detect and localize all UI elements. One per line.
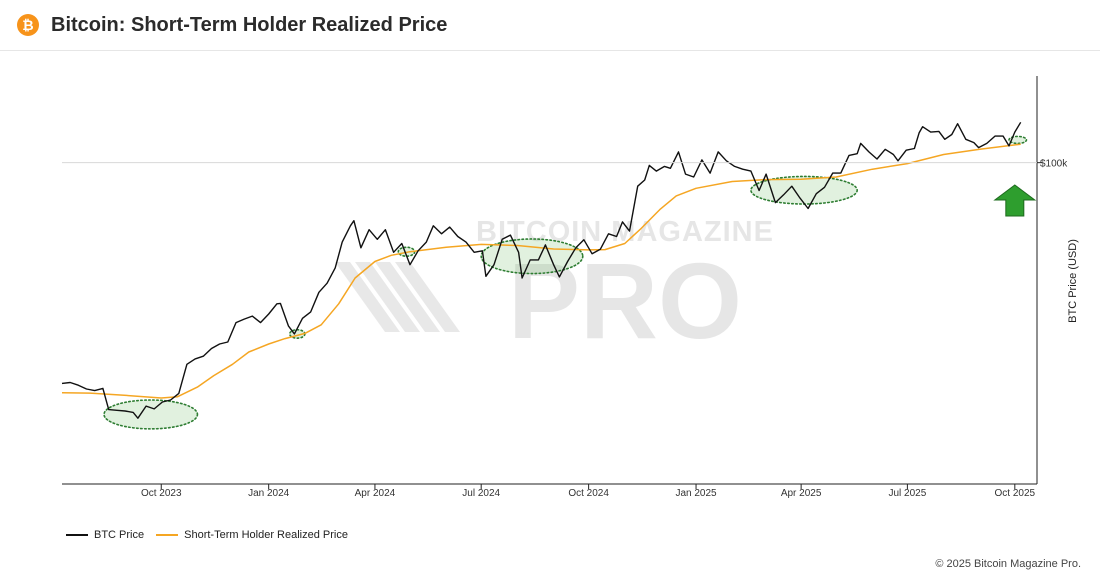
oct-2025-support-zone (1008, 135, 1028, 145)
x-axis: Oct 2023 Jan 2024 Apr 2024 Jul 2024 Oct 2024… (141, 484, 1036, 499)
x-tick-label-2: Apr 2024 (355, 488, 396, 499)
chart-header: ₿ Bitcoin: Short-Term Holder Realized Pr… (0, 0, 1100, 51)
aug-2024-support-zone (480, 238, 584, 275)
series-layer (61, 121, 1022, 419)
copyright-notice: © 2025 Bitcoin Magazine Pro. (935, 558, 1081, 570)
x-tick-label-1: Jan 2024 (248, 488, 290, 499)
x-tick-label-0: Oct 2023 (141, 488, 182, 499)
x-tick-label-4: Oct 2024 (568, 488, 609, 499)
legend: BTC Price Short-Term Holder Realized Pri… (66, 529, 360, 541)
x-tick-label-6: Apr 2025 (781, 488, 822, 499)
watermark: BITCOIN MAGAZINE PRO (335, 216, 774, 361)
legend-item-btc-price[interactable]: BTC Price (66, 529, 144, 541)
watermark-stripes-logo (335, 262, 460, 332)
y-axis: $100k (62, 159, 1068, 170)
btc-price-line (61, 121, 1022, 419)
chart-title: Bitcoin: Short-Term Holder Realized Pric… (51, 13, 448, 36)
watermark-line-1: BITCOIN MAGAZINE (476, 216, 774, 248)
bitcoin-icon: ₿ (17, 14, 39, 36)
legend-item-sth-realized-price[interactable]: Short-Term Holder Realized Price (156, 529, 348, 541)
legend-swatch-sth-realized-price (156, 534, 179, 536)
legend-label-sth-realized-price: Short-Term Holder Realized Price (184, 529, 348, 541)
y-axis-title: BTC Price (USD) (1067, 239, 1079, 323)
plot-frame (62, 76, 1038, 485)
buy-signal-arrow (993, 184, 1037, 217)
y-tick-label-0: $100k (1040, 159, 1068, 170)
x-tick-label-5: Jan 2025 (675, 488, 717, 499)
annotation-ellipses (103, 135, 1028, 430)
annotation-markers (993, 184, 1037, 217)
watermark-line-2: PRO (508, 240, 742, 361)
x-tick-label-7: Jul 2025 (888, 488, 926, 499)
x-tick-label-3: Jul 2024 (462, 488, 500, 499)
sth-realized-price-line (61, 143, 1021, 399)
legend-swatch-btc-price (66, 534, 88, 536)
apr-2025-support-zone (750, 175, 858, 205)
legend-label-btc-price: BTC Price (94, 529, 145, 541)
oct-2023-support-zone (103, 399, 199, 430)
x-tick-label-8: Oct 2025 (995, 488, 1036, 499)
